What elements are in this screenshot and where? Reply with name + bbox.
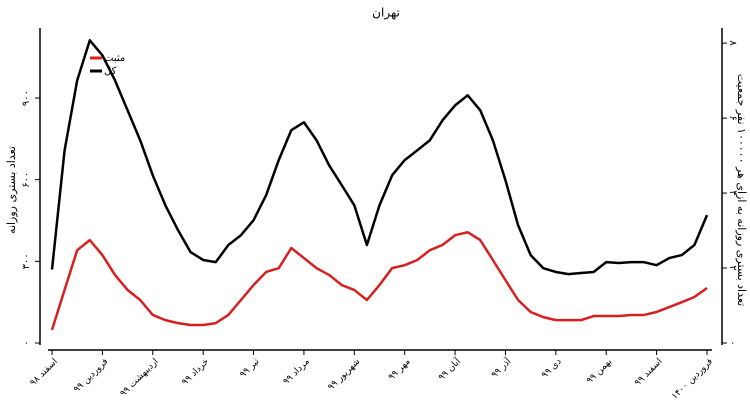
- x-tick-label: مهر ۹۹: [387, 357, 413, 383]
- x-tick-label: آذر ۹۹: [488, 355, 513, 380]
- y-tick-label: ۶۰۰: [21, 172, 32, 188]
- x-tick-label: اردیبهشت ۹۹: [118, 357, 160, 399]
- x-tick-label: اسفند ۹۸: [28, 357, 60, 389]
- y2-tick-label: ۲: [727, 265, 738, 270]
- x-tick-label: شهریور ۹۹: [326, 357, 362, 393]
- x-tick-label: فروردین ۱۴۰۰: [670, 357, 715, 402]
- x-tick-label: تیر ۹۹: [238, 356, 261, 379]
- x-tick-label: فروردین ۹۹: [72, 357, 110, 395]
- x-tick-label: آبان ۹۹: [435, 355, 463, 383]
- legend-label: کل: [104, 66, 117, 77]
- y2-tick-label: ۶: [727, 115, 738, 120]
- x-tick-label: بهمن ۹۹: [585, 357, 614, 386]
- y-tick-label: ۳۰۰: [21, 253, 32, 269]
- chart-title: تهران: [372, 6, 400, 21]
- y-tick-label: ۹۰۰: [21, 90, 32, 106]
- line-series: [50, 230, 708, 331]
- legend-label: مثبت: [104, 53, 125, 64]
- y-axis-label: تعداد بستری روزانه: [5, 146, 18, 234]
- y2-tick-label: ۴: [727, 190, 738, 195]
- y2-tick-label: ۰: [727, 340, 738, 345]
- x-tick-label: مرداد ۹۹: [282, 357, 312, 387]
- x-tick-label: اسفند ۹۹: [633, 357, 665, 389]
- y-tick-label: ۰: [21, 340, 32, 345]
- line-series: [50, 39, 709, 276]
- y2-tick-label: ۸: [727, 40, 738, 46]
- x-tick-label: دی ۹۹: [540, 357, 564, 381]
- x-tick-label: خرداد ۹۹: [180, 357, 211, 388]
- y2-axis-label: تعداد بستری روزانه به ازای هر ۱۰۰۰۰۰ نفر…: [735, 74, 748, 307]
